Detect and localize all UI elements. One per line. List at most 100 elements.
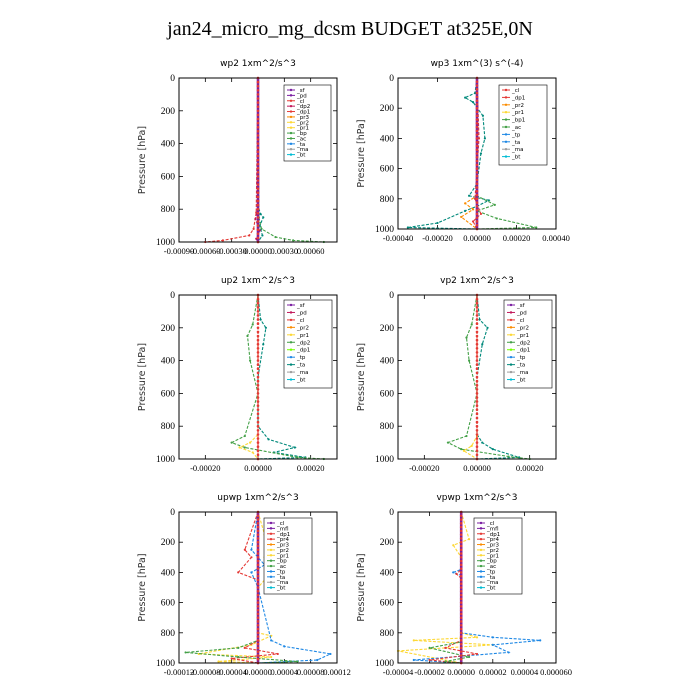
zero-line-marker — [256, 236, 260, 240]
y-tick-label: 400 — [161, 568, 176, 578]
x-tick-label: 0.00000 — [244, 246, 272, 256]
zero-line-marker — [256, 199, 260, 203]
zero-line-marker — [475, 367, 479, 371]
zero-line-marker — [459, 601, 463, 604]
legend-entry: _cl — [296, 318, 305, 324]
y-tick-label: 0 — [170, 74, 175, 84]
zero-line-marker — [256, 326, 260, 330]
series-point — [252, 227, 255, 230]
x-tick-label: 0.00000 — [463, 233, 491, 243]
zero-line-marker — [475, 186, 479, 189]
legend-marker — [289, 348, 293, 351]
legend-entry: _dp1 — [516, 348, 530, 354]
legend-entry: _dp2 — [296, 104, 310, 110]
zero-line-marker — [475, 133, 479, 136]
zero-line-marker — [475, 178, 479, 182]
series-point — [452, 544, 455, 547]
zero-line-marker — [256, 605, 260, 608]
x-tick-label: 0.00020 — [516, 463, 544, 473]
zero-line-marker — [256, 404, 260, 408]
x-tick-label: -0.00040 — [383, 233, 413, 243]
zero-line-marker — [256, 203, 260, 207]
plot-title: wp3 1xm^(3) s^(-4) — [431, 59, 524, 69]
series-point — [274, 235, 277, 239]
series-point — [250, 556, 253, 559]
zero-line-marker — [256, 113, 260, 117]
plot-panel-4: vp2 1xm^2/s^3 Pressure [hPa] 0 200 400 600 800… — [356, 276, 557, 473]
legend-entry: _ta — [511, 140, 520, 146]
legend-marker — [269, 543, 273, 546]
series-point — [248, 234, 251, 237]
zero-line-marker — [459, 589, 463, 593]
zero-line-marker — [475, 212, 479, 216]
series-point — [468, 538, 471, 541]
y-tick-label: 400 — [380, 568, 395, 578]
x-tick-label: 0.00020 — [297, 463, 325, 473]
legend-marker — [289, 126, 293, 129]
y-tick-label: 800 — [380, 629, 395, 639]
series-point — [270, 655, 273, 659]
legend-marker — [479, 586, 483, 589]
zero-line-marker — [459, 654, 463, 657]
zero-line-marker — [475, 220, 479, 223]
legend-marker — [269, 532, 273, 535]
zero-line-marker — [256, 635, 260, 638]
series-point — [262, 343, 265, 346]
zero-line-marker — [256, 207, 260, 211]
y-tick-label: 600 — [161, 389, 176, 399]
zero-line-marker — [256, 548, 260, 552]
x-tick-label: 0.00000 — [244, 667, 272, 677]
plot-title: vp2 1xm^2/s^3 — [440, 276, 514, 286]
zero-line-marker — [256, 654, 260, 657]
legend-entry: _pr2 — [296, 120, 309, 126]
zero-line-marker — [256, 359, 260, 362]
x-tick-label: -0.00090 — [164, 246, 194, 256]
zero-line-marker — [459, 623, 463, 627]
series-point — [238, 446, 241, 449]
zero-line-marker — [256, 453, 260, 457]
zero-line-marker — [256, 412, 260, 416]
series-point — [264, 326, 267, 329]
legend-marker — [289, 148, 293, 151]
plot-panel-2: wp3 1xm^(3) s^(-4) Pressure [hPa] 0 200 400 6… — [356, 59, 570, 243]
zero-line-marker — [475, 182, 479, 185]
page-title: jan24_micro_mg_dcsm BUDGET at325E,0N — [167, 18, 533, 40]
legend-entry: _bp — [276, 559, 287, 565]
series-point — [259, 213, 262, 216]
legend-entry: _dp1 — [296, 348, 310, 354]
zero-line-marker — [256, 191, 260, 195]
zero-line-marker — [256, 187, 260, 190]
zero-line-marker — [256, 383, 260, 387]
zero-line-marker — [256, 154, 260, 158]
zero-line-marker — [256, 608, 260, 612]
legend-entry: _bt — [516, 378, 526, 384]
plot-frame — [178, 511, 338, 664]
legend-marker — [479, 527, 483, 530]
zero-line-marker — [459, 650, 463, 653]
series-point — [250, 548, 253, 551]
series-point — [460, 448, 463, 451]
legend-entry: _ac — [296, 136, 306, 142]
series-point — [539, 639, 542, 642]
series-point — [491, 448, 494, 451]
zero-line-marker — [256, 544, 260, 548]
zero-line-marker — [459, 578, 463, 582]
legend-entry: _pr1 — [296, 333, 309, 339]
zero-line-marker — [475, 152, 479, 155]
zero-line-marker — [475, 201, 479, 204]
y-tick-label: 200 — [380, 324, 395, 334]
x-tick-label: 0.00000 — [447, 667, 475, 677]
zero-line-marker — [475, 103, 479, 106]
legend-marker — [479, 521, 483, 525]
zero-line-marker — [256, 105, 260, 108]
zero-line-marker — [256, 351, 260, 354]
series-point — [518, 456, 521, 459]
legend-marker — [289, 142, 293, 146]
legend-marker — [289, 88, 293, 92]
legend-entry: _sf — [296, 303, 306, 309]
legend-marker — [289, 355, 293, 359]
y-tick-label: 1000 — [156, 455, 175, 465]
zero-line-marker — [459, 548, 463, 552]
legend-marker — [509, 363, 513, 366]
zero-line-marker — [256, 537, 260, 540]
